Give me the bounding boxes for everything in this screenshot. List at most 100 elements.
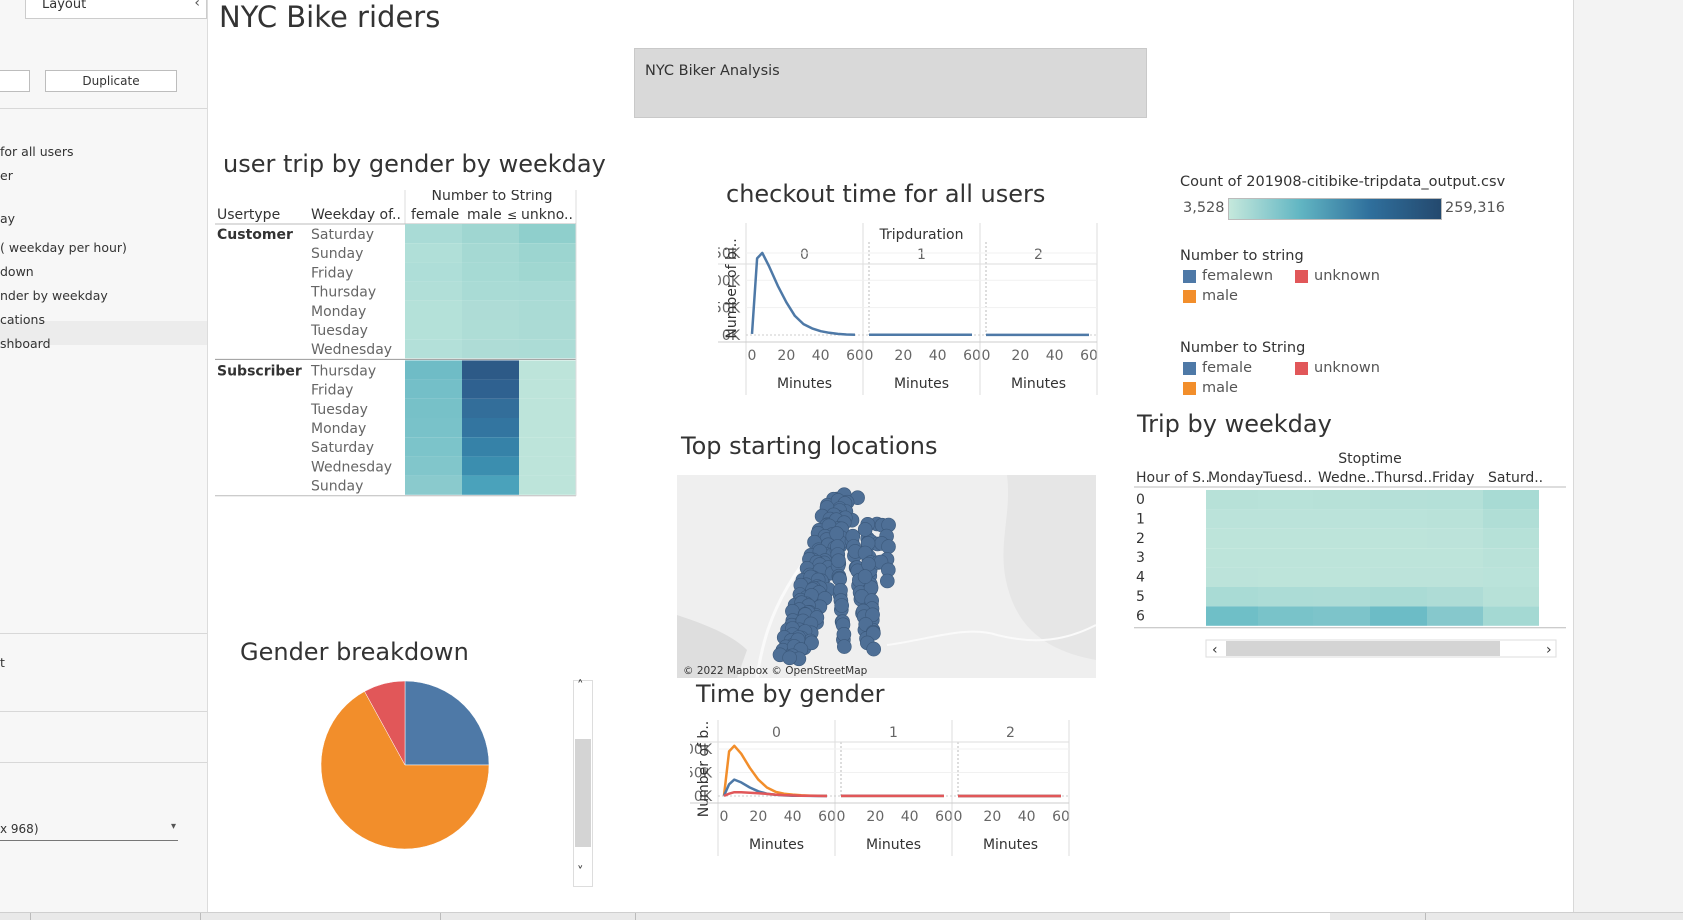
- heatmap-cell[interactable]: [462, 360, 519, 380]
- sheet-list-item[interactable]: nder by weekday: [0, 288, 108, 303]
- heatmap-cell[interactable]: [1258, 528, 1313, 549]
- legend-swatch[interactable]: [1295, 362, 1308, 375]
- heatmap-cell[interactable]: [1313, 606, 1370, 626]
- heatmap-cell[interactable]: [405, 320, 462, 340]
- heatmap-cell[interactable]: [519, 437, 576, 457]
- scrollbar-thumb[interactable]: [1226, 641, 1500, 656]
- scrollbar-thumb[interactable]: [575, 739, 591, 847]
- station-marker[interactable]: [857, 522, 873, 537]
- legend-label[interactable]: male: [1202, 288, 1238, 304]
- station-marker[interactable]: [857, 569, 873, 584]
- heatmap-cell[interactable]: [1483, 606, 1539, 626]
- heatmap-cell[interactable]: [405, 398, 462, 418]
- heatmap-cell[interactable]: [519, 320, 576, 340]
- heatmap-cell[interactable]: [405, 300, 462, 320]
- heatmap-cell[interactable]: [462, 398, 519, 418]
- heatmap-cell[interactable]: [1483, 509, 1539, 529]
- heatmap-cell[interactable]: [405, 418, 462, 438]
- heatmap-cell[interactable]: [405, 281, 462, 301]
- column-header[interactable]: female: [411, 207, 459, 223]
- station-marker[interactable]: [829, 526, 844, 541]
- station-marker[interactable]: [881, 539, 896, 554]
- heatmap-cell[interactable]: [405, 456, 462, 476]
- heatmap-cell[interactable]: [462, 456, 519, 476]
- heatmap-cell[interactable]: [1313, 587, 1370, 607]
- column-header[interactable]: Wedne..: [1318, 470, 1375, 486]
- station-marker[interactable]: [866, 641, 881, 657]
- gender-pie-chart[interactable]: [315, 675, 495, 855]
- station-marker[interactable]: [837, 639, 852, 654]
- heatmap-cell[interactable]: [1427, 528, 1483, 549]
- column-header[interactable]: Hour of S..: [1136, 470, 1210, 486]
- heatmap-cell[interactable]: [1483, 548, 1539, 568]
- heatmap-cell[interactable]: [405, 243, 462, 263]
- sheet-list-item[interactable]: cations: [0, 312, 45, 327]
- heatmap-cell[interactable]: [519, 224, 576, 244]
- column-header[interactable]: Tuesd..: [1262, 470, 1312, 486]
- heatmap-cell[interactable]: [519, 398, 576, 418]
- legend-swatch[interactable]: [1295, 270, 1308, 283]
- map-canvas[interactable]: © 2022 Mapbox © OpenStreetMap: [677, 475, 1096, 678]
- start-locations-map[interactable]: © 2022 Mapbox © OpenStreetMap: [677, 475, 1096, 678]
- time-by-gender-chart[interactable]: Tripduration00204060Minutes10204060Minut…: [690, 720, 1150, 914]
- heatmap-cell[interactable]: [1313, 490, 1370, 510]
- station-marker[interactable]: [782, 650, 797, 666]
- heatmap-cell[interactable]: [1370, 606, 1427, 626]
- heatmap-cell[interactable]: [405, 379, 462, 399]
- heatmap-cell[interactable]: [1427, 490, 1483, 510]
- sheet-list-item[interactable]: down: [0, 264, 34, 279]
- heatmap-cell[interactable]: [462, 437, 519, 457]
- heatmap-cell[interactable]: [462, 262, 519, 282]
- heatmap-cell[interactable]: [1370, 509, 1427, 529]
- heatmap-cell[interactable]: [1370, 587, 1427, 607]
- heatmap-cell[interactable]: [1313, 528, 1370, 549]
- heatmap-cell[interactable]: [519, 339, 576, 359]
- heatmap-cell[interactable]: [1370, 567, 1427, 587]
- heatmap-cell[interactable]: [1206, 606, 1258, 626]
- heatmap-cell[interactable]: [1313, 548, 1370, 568]
- sheet-list-item[interactable]: er: [0, 168, 13, 183]
- heatmap-cell[interactable]: [462, 243, 519, 263]
- heatmap-cell[interactable]: [1313, 567, 1370, 587]
- heatmap-cell[interactable]: [519, 262, 576, 282]
- heatmap-cell[interactable]: [405, 224, 462, 244]
- heatmap-cell[interactable]: [405, 360, 462, 380]
- heatmap-cell[interactable]: [1313, 509, 1370, 529]
- heatmap-cell[interactable]: [519, 300, 576, 320]
- column-header[interactable]: Monday: [1208, 470, 1263, 486]
- heatmap-cell[interactable]: [1258, 606, 1313, 626]
- heatmap-cell[interactable]: [519, 360, 576, 380]
- column-header[interactable]: unkno..: [521, 207, 573, 223]
- heatmap-cell[interactable]: [1206, 548, 1258, 568]
- sheet-list-item[interactable]: shboard: [0, 336, 51, 351]
- station-marker[interactable]: [834, 598, 849, 613]
- heatmap-cell[interactable]: [462, 475, 519, 495]
- station-marker[interactable]: [831, 553, 846, 568]
- heatmap-cell[interactable]: [462, 418, 519, 438]
- station-marker[interactable]: [880, 573, 895, 589]
- heatmap-cell[interactable]: [1483, 528, 1539, 549]
- heatmap-cell[interactable]: [519, 475, 576, 495]
- size-dropdown[interactable]: x 968) ▾: [0, 820, 178, 841]
- sheet-list-item[interactable]: for all users: [0, 144, 74, 159]
- heatmap-cell[interactable]: [519, 243, 576, 263]
- heatmap-cell[interactable]: [462, 320, 519, 340]
- station-marker[interactable]: [804, 635, 819, 651]
- heatmap-cell[interactable]: [519, 281, 576, 301]
- legend-label[interactable]: female: [1202, 360, 1252, 376]
- heatmap-cell[interactable]: [405, 339, 462, 359]
- heatmap-cell[interactable]: [1206, 528, 1258, 549]
- scroll-down-icon[interactable]: ˅: [577, 865, 584, 880]
- heatmap-cell[interactable]: [1483, 490, 1539, 510]
- heatmap-cell[interactable]: [1483, 567, 1539, 587]
- gender-weekday-heatmap[interactable]: Number to String Usertype Weekday of.. fema…: [215, 190, 610, 515]
- station-marker[interactable]: [836, 627, 852, 642]
- legend-label[interactable]: male: [1202, 380, 1238, 396]
- pie-slice-unknown[interactable]: [364, 680, 406, 766]
- duplicate-button[interactable]: Duplicate: [45, 70, 177, 92]
- heatmap-cell[interactable]: [462, 224, 519, 244]
- heatmap-cell[interactable]: [1206, 587, 1258, 607]
- column-header[interactable]: Usertype: [217, 207, 280, 223]
- new-sheet-button[interactable]: [0, 70, 30, 92]
